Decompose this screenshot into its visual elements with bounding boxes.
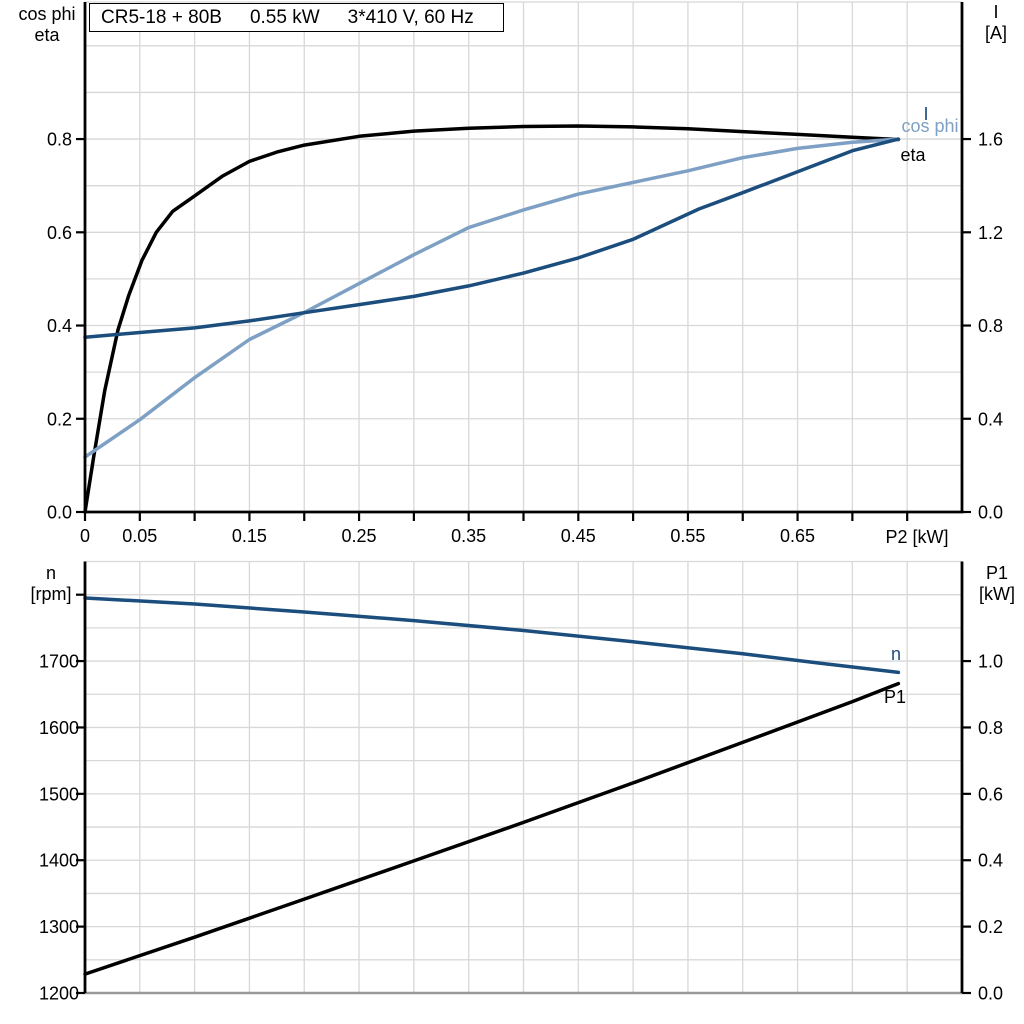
- cos-phi-curve: [83, 137, 901, 459]
- tick-label: 1.2: [978, 223, 1003, 243]
- top-chart-right-axis-title: I [A]: [964, 2, 1024, 44]
- axis-title-line-eta: eta: [34, 25, 60, 45]
- tick-label: 0.6: [47, 223, 72, 243]
- speed-curve: [83, 596, 901, 675]
- rated-power: 0.55 kW: [249, 6, 320, 28]
- electrical-chart: 0.0 0.2 0.4 0.6 0.8 0.0 0.4 0.8 1.2 1.6 0 0.05 0.15 0…: [47, 1, 1003, 546]
- tick-label: 1300: [39, 917, 79, 937]
- tick-label: 0.0: [978, 503, 1003, 523]
- axis-title-line-kw: [kW]: [979, 584, 1015, 604]
- axis-title-line-amps: [A]: [984, 23, 1007, 43]
- electrical-ticks: 0.0 0.2 0.4 0.6 0.8 0.0 0.4 0.8 1.2 1.6 0 0.05 0.15 0…: [47, 130, 1003, 546]
- tick-label: 0.6: [978, 784, 1003, 804]
- speed-curve-label: n: [890, 644, 901, 664]
- axis-title-line-n: n: [45, 563, 56, 583]
- mechanical-ticks: 1200 1300 1400 1500 1600 1700 0.0 0.2 0.4 0.6 0.8 1…: [39, 593, 1003, 1004]
- tick-label: 0.45: [561, 526, 596, 546]
- tick-label: 0.15: [232, 526, 267, 546]
- tick-label: 1700: [39, 652, 79, 672]
- tick-label: 0.2: [978, 917, 1003, 937]
- tick-label: 0.2: [47, 409, 72, 429]
- tick-label: 1500: [39, 784, 79, 804]
- tick-label: 1400: [39, 851, 79, 871]
- tick-label: 1200: [39, 984, 79, 1004]
- bottom-chart-left-axis-title: n [rpm]: [4, 563, 98, 605]
- tick-label: 0.8: [47, 130, 72, 150]
- mechanical-chart: 1200 1300 1400 1500 1600 1700 0.0 0.2 0.4 0.6 0.8 1…: [39, 560, 1003, 1004]
- tick-label: 0.55: [670, 526, 705, 546]
- tick-label: 0.0: [47, 503, 72, 523]
- input-power-curve: [83, 681, 901, 976]
- tick-label: 0.4: [47, 316, 72, 336]
- voltage-frequency: 3*410 V, 60 Hz: [347, 6, 474, 28]
- tick-label: 1.0: [978, 652, 1003, 672]
- current-curve: [83, 137, 901, 339]
- electrical-gridlines: [85, 1, 962, 512]
- axis-title-line-P1: P1: [985, 563, 1009, 583]
- top-chart-left-axis-title: cos phi eta: [0, 4, 94, 46]
- tick-label: 0.0: [978, 984, 1003, 1004]
- p1-curve-label: P1: [883, 687, 907, 707]
- tick-label: 0.8: [978, 718, 1003, 738]
- bottom-chart-right-axis-title: P1 [kW]: [965, 563, 1024, 605]
- current-curve-label: I: [923, 104, 929, 124]
- axis-title-line-I: I: [993, 2, 999, 22]
- tick-label: 0.8: [978, 316, 1003, 336]
- axis-title-line-rpm: [rpm]: [30, 584, 72, 604]
- tick-label: 0.05: [122, 526, 157, 546]
- pump-model: CR5-18 + 80B: [101, 6, 222, 28]
- tick-label: 0.4: [978, 409, 1003, 429]
- tick-label: 0.25: [342, 526, 377, 546]
- tick-label: 0.4: [978, 851, 1003, 871]
- cos-phi-curve-label: cos phi: [901, 116, 959, 136]
- mechanical-gridlines: [85, 560, 962, 993]
- tick-label: 1.6: [978, 130, 1003, 150]
- tick-label: 0.65: [780, 526, 815, 546]
- tick-label: 0.35: [451, 526, 486, 546]
- axis-title-line-cos-phi: cos phi: [18, 4, 76, 24]
- tick-label: 0: [80, 526, 90, 546]
- mechanical-axes: [83, 561, 964, 993]
- tick-label: 1600: [39, 718, 79, 738]
- chart-title-box: CR5-18 + 80B 0.55 kW 3*410 V, 60 Hz: [89, 3, 504, 32]
- eta-curve: [83, 124, 901, 514]
- eta-curve-label: eta: [900, 145, 926, 165]
- x-axis-title: P2 [kW]: [885, 527, 949, 547]
